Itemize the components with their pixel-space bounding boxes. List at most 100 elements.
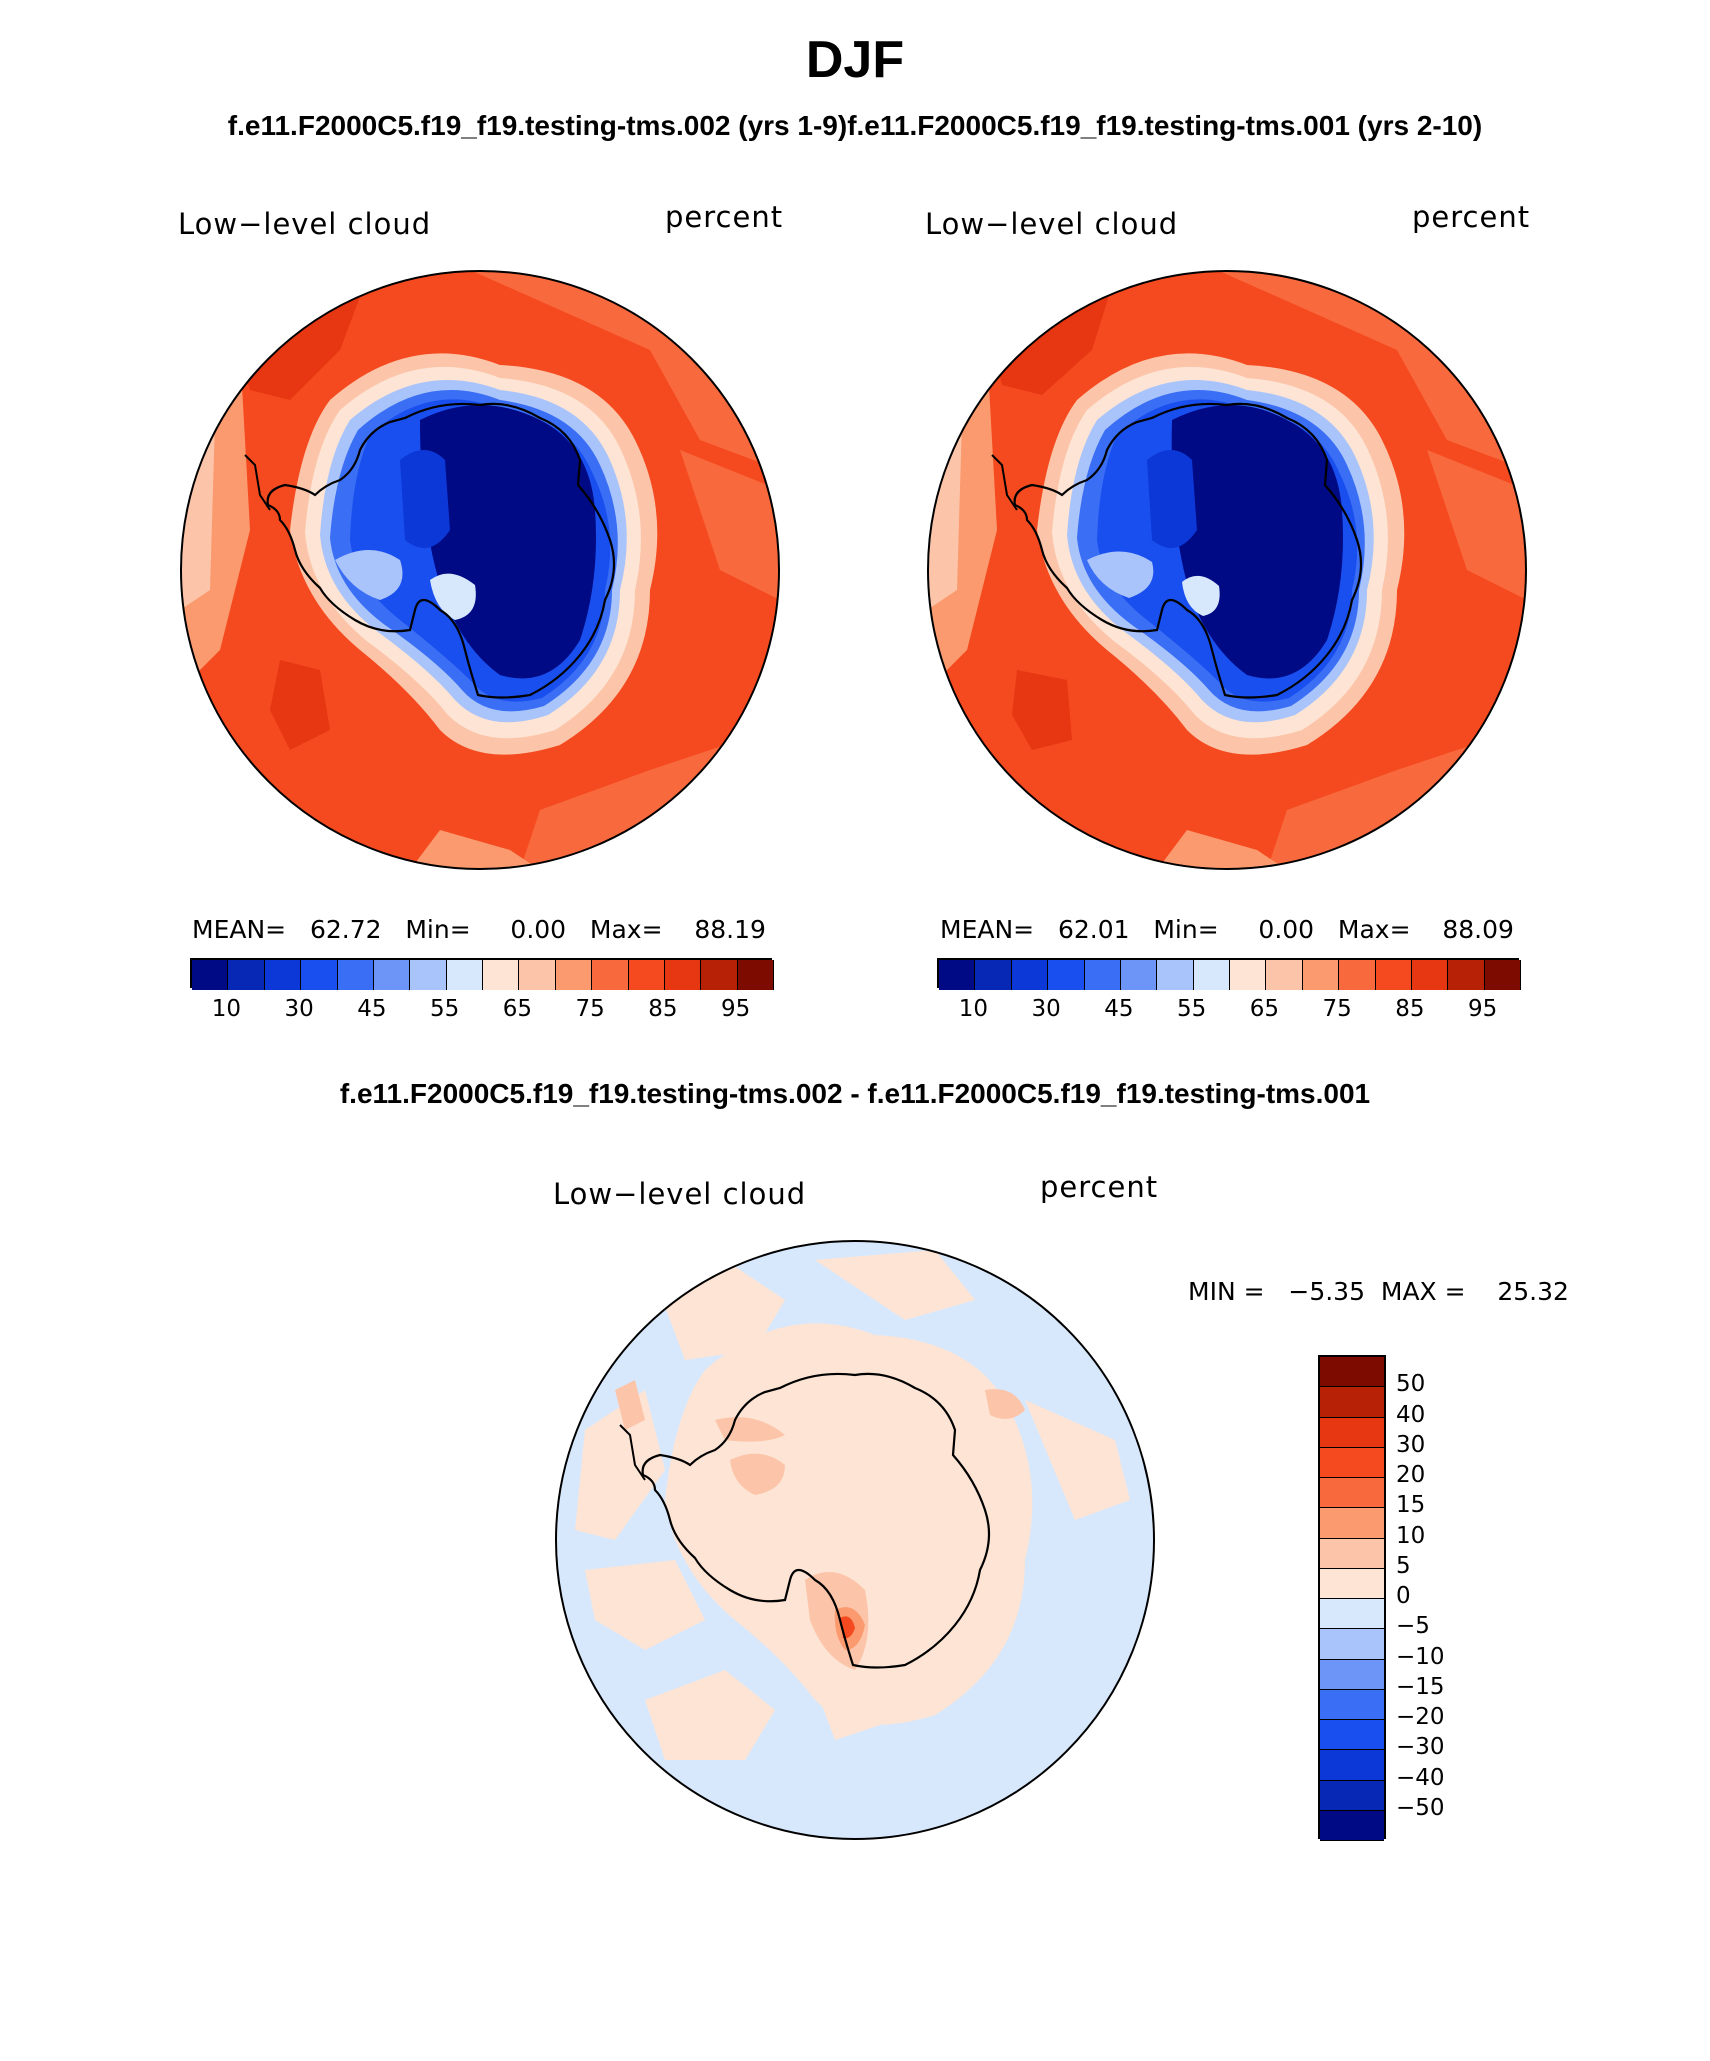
colorbar-swatch xyxy=(1320,1629,1384,1660)
colorbar-tick-label: 75 xyxy=(1322,996,1352,1022)
colorbar-swatch xyxy=(592,960,629,990)
panel1-stats: MEAN= 62.72 Min= 0.00 Max= 88.19 xyxy=(192,915,766,944)
colorbar-tick-label: 30 xyxy=(284,996,314,1022)
colorbar-tick-label: 50 xyxy=(1396,1371,1426,1398)
colorbar-swatch xyxy=(1320,1357,1384,1388)
colorbar-swatch xyxy=(1266,960,1303,990)
colorbar-tick-label: 95 xyxy=(1467,996,1498,1022)
colorbar-swatch xyxy=(1448,960,1485,990)
colorbar-tick-label: −15 xyxy=(1396,1673,1445,1700)
colorbar-swatch xyxy=(446,960,483,990)
colorbar-swatch xyxy=(1320,1659,1384,1690)
colorbar-swatch xyxy=(1339,960,1376,990)
colorbar-swatch xyxy=(337,960,374,990)
figure-subtitle: f.e11.F2000C5.f19_f19.testing-tms.002 (y… xyxy=(227,110,1483,141)
panel2-units-label: percent xyxy=(1412,200,1531,234)
difference-stats: MIN = −5.35 MAX = 25.32 xyxy=(1188,1277,1569,1306)
colorbar-swatch xyxy=(1302,960,1340,990)
colorbar-tick-label: −20 xyxy=(1396,1704,1445,1730)
difference-colorbar xyxy=(1318,1355,1386,1841)
colorbar-swatch xyxy=(1320,1750,1384,1781)
colorbar-tick-label: 85 xyxy=(1395,996,1425,1022)
colorbar-swatch xyxy=(1320,1447,1384,1478)
colorbar-swatch xyxy=(264,960,302,990)
colorbar-tick-label: 95 xyxy=(720,996,751,1022)
panel2-colorbar xyxy=(937,958,1521,990)
colorbar-swatch xyxy=(301,960,338,990)
panel1-variable-label: Low−level cloud xyxy=(178,207,432,241)
colorbar-tick-label: 75 xyxy=(575,996,605,1022)
colorbar-swatch xyxy=(1320,1508,1384,1539)
colorbar-swatch xyxy=(975,960,1012,990)
colorbar-swatch xyxy=(410,960,447,990)
difference-polar-map xyxy=(555,1240,1155,1840)
colorbar-swatch xyxy=(664,960,702,990)
colorbar-swatch xyxy=(1320,1387,1384,1418)
colorbar-swatch xyxy=(701,960,738,990)
panel1-polar-map xyxy=(180,270,780,870)
panel1-colorbar-ticks: 10 30 45 55 65 75 85 95 xyxy=(190,996,772,1026)
difference-units-label: percent xyxy=(1040,1170,1159,1204)
colorbar-swatch xyxy=(555,960,593,990)
panel2-stats: MEAN= 62.01 Min= 0.00 Max= 88.09 xyxy=(940,915,1514,944)
colorbar-tick-label: −40 xyxy=(1396,1764,1445,1791)
colorbar-tick-label: 20 xyxy=(1396,1462,1426,1488)
colorbar-tick-label: 5 xyxy=(1396,1552,1411,1579)
colorbar-swatch xyxy=(1320,1568,1384,1599)
colorbar-swatch xyxy=(1484,960,1521,990)
colorbar-swatch xyxy=(1157,960,1194,990)
colorbar-tick-label: 55 xyxy=(429,996,460,1022)
difference-variable-label: Low−level cloud xyxy=(553,1177,807,1211)
colorbar-swatch xyxy=(737,960,774,990)
colorbar-tick-label: 10 xyxy=(958,996,989,1022)
colorbar-swatch xyxy=(1320,1720,1384,1751)
colorbar-tick-label: −10 xyxy=(1396,1643,1445,1670)
colorbar-tick-label: 0 xyxy=(1396,1583,1411,1609)
colorbar-tick-label: 15 xyxy=(1396,1492,1426,1519)
colorbar-swatch xyxy=(1320,1689,1384,1720)
colorbar-swatch xyxy=(1048,960,1085,990)
panel2-polar-map xyxy=(927,270,1527,870)
difference-title: f.e11.F2000C5.f19_f19.testing-tms.002 - … xyxy=(339,1078,1371,1109)
colorbar-swatch xyxy=(1011,960,1049,990)
colorbar-swatch xyxy=(1411,960,1449,990)
difference-colorbar-ticks: 50 40 30 20 15 10 5 0 −5 −10 −15 −20 −30 −40 −50 xyxy=(1396,1355,1476,1839)
colorbar-swatch xyxy=(1084,960,1121,990)
colorbar-tick-label: 30 xyxy=(1031,996,1061,1022)
colorbar-tick-label: 45 xyxy=(357,996,387,1022)
colorbar-swatch xyxy=(939,960,976,990)
colorbar-swatch xyxy=(1320,1538,1384,1569)
panel1-colorbar xyxy=(190,958,774,990)
panel1-units-label: percent xyxy=(665,200,784,234)
colorbar-tick-label: 65 xyxy=(502,996,533,1022)
colorbar-swatch xyxy=(519,960,556,990)
colorbar-swatch xyxy=(1375,960,1412,990)
colorbar-tick-label: −50 xyxy=(1396,1794,1445,1821)
colorbar-tick-label: 10 xyxy=(1396,1522,1426,1549)
colorbar-swatch xyxy=(228,960,265,990)
colorbar-tick-label: 65 xyxy=(1249,996,1280,1022)
panel2-colorbar-ticks: 10 30 45 55 65 75 85 95 xyxy=(937,996,1519,1026)
colorbar-tick-label: 30 xyxy=(1396,1431,1426,1458)
colorbar-swatch xyxy=(1320,1780,1384,1811)
colorbar-swatch xyxy=(1193,960,1230,990)
panel2-variable-label: Low−level cloud xyxy=(925,207,1179,241)
colorbar-tick-label: 85 xyxy=(648,996,678,1022)
colorbar-swatch xyxy=(1320,1599,1384,1630)
colorbar-swatch xyxy=(373,960,411,990)
colorbar-swatch xyxy=(192,960,229,990)
colorbar-tick-label: −5 xyxy=(1396,1613,1430,1640)
colorbar-swatch xyxy=(1320,1810,1384,1841)
colorbar-swatch xyxy=(1230,960,1267,990)
colorbar-tick-label: 55 xyxy=(1176,996,1207,1022)
colorbar-tick-label: 40 xyxy=(1396,1401,1426,1428)
colorbar-swatch xyxy=(628,960,665,990)
colorbar-tick-label: 45 xyxy=(1104,996,1134,1022)
colorbar-tick-label: 10 xyxy=(211,996,242,1022)
colorbar-tick-label: −30 xyxy=(1396,1734,1445,1761)
colorbar-swatch xyxy=(483,960,520,990)
colorbar-swatch xyxy=(1120,960,1158,990)
colorbar-swatch xyxy=(1320,1478,1384,1509)
colorbar-swatch xyxy=(1320,1417,1384,1448)
figure-title: DJF xyxy=(805,31,905,89)
